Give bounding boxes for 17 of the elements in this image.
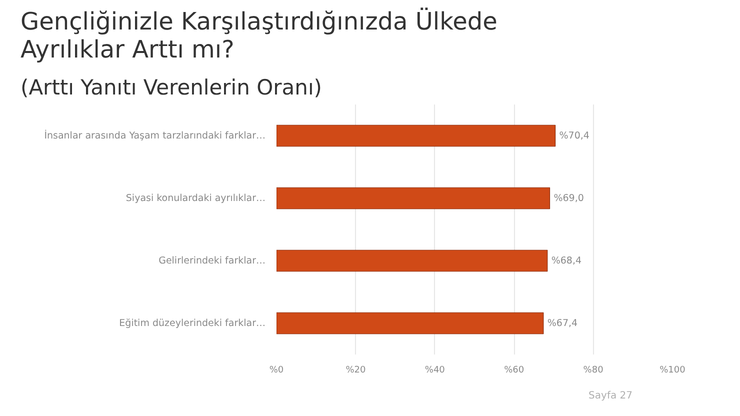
x-tick-label: %20 [346, 366, 366, 376]
chart-subtitle: (Arttı Yanıtı Verenlerin Oranı) [20, 76, 322, 100]
y-tick-label: Siyasi konulardaki ayrılıklar… [126, 192, 266, 204]
x-tick-label: %80 [583, 366, 604, 376]
y-tick-label: İnsanlar arasında Yaşam tarzlarındaki farklar… [44, 129, 266, 142]
text: Sayfa 27 [588, 390, 633, 402]
data-label: %69,0 [554, 192, 584, 204]
y-tick-label: Gelirlerindeki farklar… [158, 255, 266, 266]
x-tick-label: %100 [660, 366, 686, 376]
data-label: %67,4 [547, 318, 578, 329]
y-tick-label: Eğitim düzeylerindeki farklar… [119, 318, 266, 329]
x-tick-label: %60 [504, 366, 524, 376]
x-tick-label: %40 [424, 366, 446, 376]
data-label: %68,4 [551, 255, 582, 266]
data-label: %70,4 [559, 130, 590, 142]
chart-title: Gençliğinizle Karşılaştırdığınızda Ülkede Ayrılıklar Arttı mı? [20, 8, 498, 64]
x-tick-label: %0 [269, 366, 284, 376]
